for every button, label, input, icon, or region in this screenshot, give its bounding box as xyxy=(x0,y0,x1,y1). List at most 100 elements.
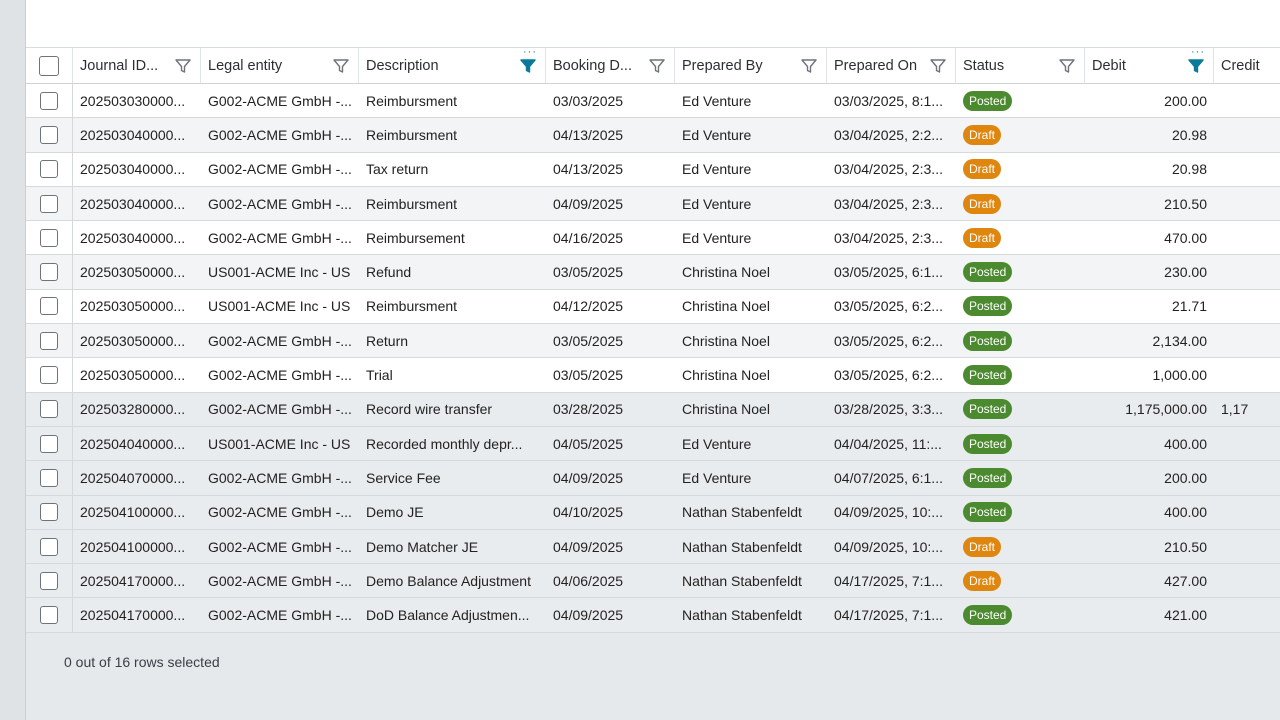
column-header-journal-id[interactable]: Journal ID... xyxy=(73,48,201,83)
status-cell: Draft xyxy=(956,221,1085,254)
legal-entity-cell: G002-ACME GmbH -... xyxy=(208,572,352,589)
prepared-by-cell: Ed Venture xyxy=(682,435,752,452)
row-select-cell xyxy=(26,255,73,289)
table-row[interactable]: 202503040000... G002-ACME GmbH -... Reimbu… xyxy=(26,221,1280,256)
column-header-legal-entity[interactable]: Legal entity xyxy=(201,48,359,83)
table-row[interactable]: 202504170000... G002-ACME GmbH -... DoD Ba… xyxy=(26,598,1280,633)
column-header-credit[interactable]: Credit xyxy=(1214,48,1280,83)
column-header-description[interactable]: ··· Description xyxy=(359,48,546,83)
debit-cell: 200.00 xyxy=(1164,92,1207,109)
description-cell: DoD Balance Adjustmen... xyxy=(366,607,530,624)
journal-id-cell: 202503050000... xyxy=(80,264,186,281)
status-badge: Draft xyxy=(963,193,1002,214)
filter-icon[interactable] xyxy=(174,57,192,75)
table-row[interactable]: 202504070000... G002-ACME GmbH -... Servic… xyxy=(26,461,1280,496)
status-cell: Draft xyxy=(956,187,1085,220)
more-options-icon[interactable]: ··· xyxy=(523,48,537,58)
select-all-checkbox[interactable] xyxy=(39,55,59,76)
filter-icon[interactable] xyxy=(332,57,350,75)
journal-id-cell: 202504170000... xyxy=(80,572,186,589)
status-badge: Posted xyxy=(963,605,1013,626)
table-row[interactable]: 202504040000... US001-ACME Inc - US Record… xyxy=(26,426,1280,462)
prepared-on-cell: 03/28/2025, 3:3... xyxy=(834,401,943,418)
prepared-on-cell: 03/04/2025, 2:3... xyxy=(834,229,943,246)
more-options-icon[interactable]: ··· xyxy=(1191,48,1205,58)
status-badge: Posted xyxy=(963,365,1013,386)
description-cell: Record wire transfer xyxy=(366,401,493,418)
credit-cell xyxy=(1214,324,1280,357)
debit-cell: 20.98 xyxy=(1171,126,1207,143)
row-checkbox[interactable] xyxy=(40,125,58,144)
filter-icon[interactable] xyxy=(1058,57,1076,75)
filter-icon[interactable] xyxy=(648,57,666,75)
row-checkbox[interactable] xyxy=(40,160,58,179)
row-checkbox[interactable] xyxy=(40,228,58,247)
status-badge: Posted xyxy=(963,90,1013,111)
column-header-prepared-by[interactable]: Prepared By xyxy=(675,48,827,83)
column-header-debit[interactable]: ··· Debit xyxy=(1085,48,1214,83)
journal-entries-table: Journal ID... Legal entity ··· Descripti… xyxy=(26,48,1280,633)
table-row[interactable]: 202503030000... G002-ACME GmbH -... Reimbu… xyxy=(26,84,1280,119)
row-checkbox[interactable] xyxy=(40,468,58,487)
prepared-on-cell: 03/04/2025, 2:3... xyxy=(834,195,943,212)
column-label: Legal entity xyxy=(208,57,283,74)
row-checkbox[interactable] xyxy=(40,194,58,213)
credit-cell xyxy=(1214,461,1280,494)
row-checkbox[interactable] xyxy=(40,331,58,350)
row-select-cell xyxy=(26,289,73,324)
row-checkbox[interactable] xyxy=(40,434,58,453)
legal-entity-cell: US001-ACME Inc - US xyxy=(208,298,351,315)
table-row[interactable]: 202503050000... US001-ACME Inc - US Refund… xyxy=(26,255,1280,290)
row-checkbox[interactable] xyxy=(40,606,58,625)
row-checkbox[interactable] xyxy=(40,503,58,522)
table-row[interactable]: 202504170000... G002-ACME GmbH -... Demo B… xyxy=(26,564,1280,599)
prepared-on-cell: 03/04/2025, 2:3... xyxy=(834,161,943,178)
toolbar-area xyxy=(26,0,1280,48)
journal-id-cell: 202503050000... xyxy=(80,298,186,315)
booking-date-cell: 03/05/2025 xyxy=(553,367,624,384)
booking-date-cell: 04/12/2025 xyxy=(553,298,624,315)
filter-icon[interactable] xyxy=(929,57,947,75)
row-checkbox[interactable] xyxy=(40,91,58,110)
column-header-booking-date[interactable]: Booking D... xyxy=(546,48,675,83)
legal-entity-cell: G002-ACME GmbH -... xyxy=(208,161,352,178)
row-select-cell xyxy=(26,118,73,152)
journal-id-cell: 202504070000... xyxy=(80,469,186,486)
row-checkbox[interactable] xyxy=(40,366,58,385)
row-checkbox[interactable] xyxy=(40,263,58,282)
column-label: Description xyxy=(366,57,439,74)
prepared-by-cell: Ed Venture xyxy=(682,126,752,143)
filter-icon[interactable] xyxy=(800,57,818,75)
description-cell: Reimbursment xyxy=(366,195,458,212)
status-badge: Posted xyxy=(963,262,1013,283)
legal-entity-cell: G002-ACME GmbH -... xyxy=(208,126,352,143)
table-row[interactable]: 202503040000... G002-ACME GmbH -... Tax re… xyxy=(26,152,1280,187)
table-row[interactable]: 202503050000... US001-ACME Inc - US Reimbu… xyxy=(26,289,1280,325)
status-cell: Posted xyxy=(956,496,1085,529)
row-checkbox[interactable] xyxy=(40,537,58,556)
table-row[interactable]: 202503040000... G002-ACME GmbH -... Reimbu… xyxy=(26,118,1280,153)
description-cell: Demo Matcher JE xyxy=(366,538,479,555)
status-badge: Posted xyxy=(963,502,1013,523)
credit-cell xyxy=(1214,598,1280,631)
column-header-prepared-on[interactable]: Prepared On xyxy=(827,48,956,83)
prepared-by-cell: Christina Noel xyxy=(682,298,770,315)
table-row[interactable]: 202503050000... G002-ACME GmbH -... Return… xyxy=(26,324,1280,359)
table-row[interactable]: 202503040000... G002-ACME GmbH -... Reimbu… xyxy=(26,186,1280,222)
prepared-on-cell: 03/05/2025, 6:1... xyxy=(834,264,943,281)
filter-active-icon[interactable] xyxy=(1187,57,1205,75)
journal-id-cell: 202503040000... xyxy=(80,161,186,178)
table-row[interactable]: 202504100000... G002-ACME GmbH -... Demo M… xyxy=(26,529,1280,565)
row-checkbox[interactable] xyxy=(40,400,58,419)
row-select-cell xyxy=(26,529,73,564)
filter-active-icon[interactable] xyxy=(519,57,537,75)
table-row[interactable]: 202503280000... G002-ACME GmbH -... Record… xyxy=(26,392,1280,427)
row-checkbox[interactable] xyxy=(40,571,58,590)
table-row[interactable]: 202504100000... G002-ACME GmbH -... Demo J… xyxy=(26,495,1280,530)
prepared-by-cell: Ed Venture xyxy=(682,195,752,212)
status-cell: Posted xyxy=(956,598,1085,631)
row-checkbox[interactable] xyxy=(40,297,58,316)
column-header-status[interactable]: Status xyxy=(956,48,1085,83)
legal-entity-cell: G002-ACME GmbH -... xyxy=(208,92,352,109)
table-row[interactable]: 202503050000... G002-ACME GmbH -... Trial 0… xyxy=(26,358,1280,393)
